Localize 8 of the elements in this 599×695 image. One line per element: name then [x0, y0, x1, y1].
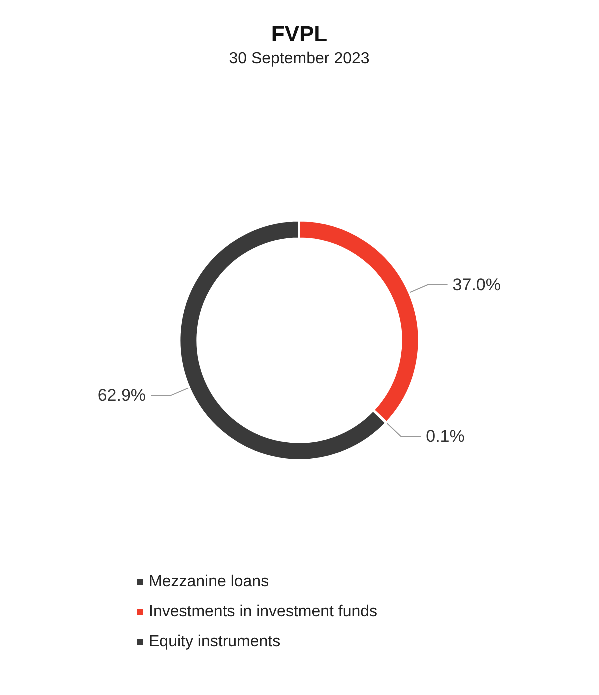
- legend-label: Equity instruments: [149, 634, 281, 650]
- legend-label: Mezzanine loans: [149, 574, 270, 590]
- data-label: 37.0%: [452, 276, 502, 295]
- data-label: 0.1%: [426, 427, 465, 446]
- chart-title: FVPL: [271, 22, 328, 46]
- data-label: 62.9%: [98, 386, 146, 406]
- legend-label: Investments in investment funds: [149, 604, 378, 620]
- chart-subtitle: 30 September 2023: [229, 50, 370, 68]
